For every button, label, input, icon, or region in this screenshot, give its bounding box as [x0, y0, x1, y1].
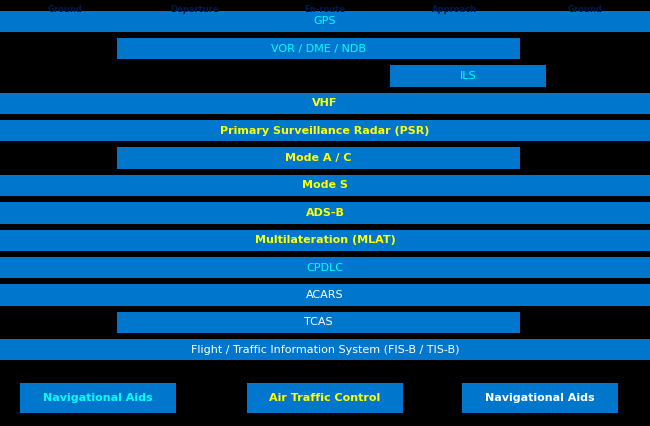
- Bar: [0, 230, 650, 251]
- Bar: [0, 257, 650, 278]
- Bar: [117, 312, 520, 333]
- Bar: [0, 93, 650, 114]
- Text: TCAS: TCAS: [304, 317, 333, 327]
- Text: Approach: Approach: [432, 5, 478, 14]
- Text: Flight / Traffic Information System (FIS-B / TIS-B): Flight / Traffic Information System (FIS…: [190, 345, 460, 355]
- Bar: [0, 202, 650, 224]
- Text: Ground: Ground: [567, 5, 603, 14]
- Text: ACARS: ACARS: [306, 290, 344, 300]
- Bar: [462, 383, 618, 413]
- Bar: [390, 65, 546, 87]
- Text: Primary Surveillance Radar (PSR): Primary Surveillance Radar (PSR): [220, 126, 430, 136]
- Text: Navigational Aids: Navigational Aids: [485, 393, 594, 403]
- Text: CPDLC: CPDLC: [307, 262, 343, 273]
- Text: Departure: Departure: [170, 5, 220, 14]
- Text: En-route: En-route: [304, 5, 346, 14]
- Bar: [20, 383, 176, 413]
- Text: Ground: Ground: [47, 5, 83, 14]
- Bar: [117, 38, 520, 59]
- Bar: [117, 147, 520, 169]
- Bar: [0, 120, 650, 141]
- Bar: [0, 11, 650, 32]
- Bar: [247, 383, 403, 413]
- Text: Mode S: Mode S: [302, 181, 348, 190]
- Text: Multilateration (MLAT): Multilateration (MLAT): [255, 235, 395, 245]
- Text: ILS: ILS: [460, 71, 476, 81]
- Text: VOR / DME / NDB: VOR / DME / NDB: [271, 44, 366, 54]
- Bar: [0, 175, 650, 196]
- Text: GPS: GPS: [314, 16, 336, 26]
- Text: Air Traffic Control: Air Traffic Control: [269, 393, 381, 403]
- Bar: [0, 284, 650, 305]
- Text: Mode A / C: Mode A / C: [285, 153, 352, 163]
- Text: VHF: VHF: [312, 98, 338, 108]
- Bar: [0, 339, 650, 360]
- Text: ADS-B: ADS-B: [306, 208, 345, 218]
- Text: Navigational Aids: Navigational Aids: [43, 393, 152, 403]
